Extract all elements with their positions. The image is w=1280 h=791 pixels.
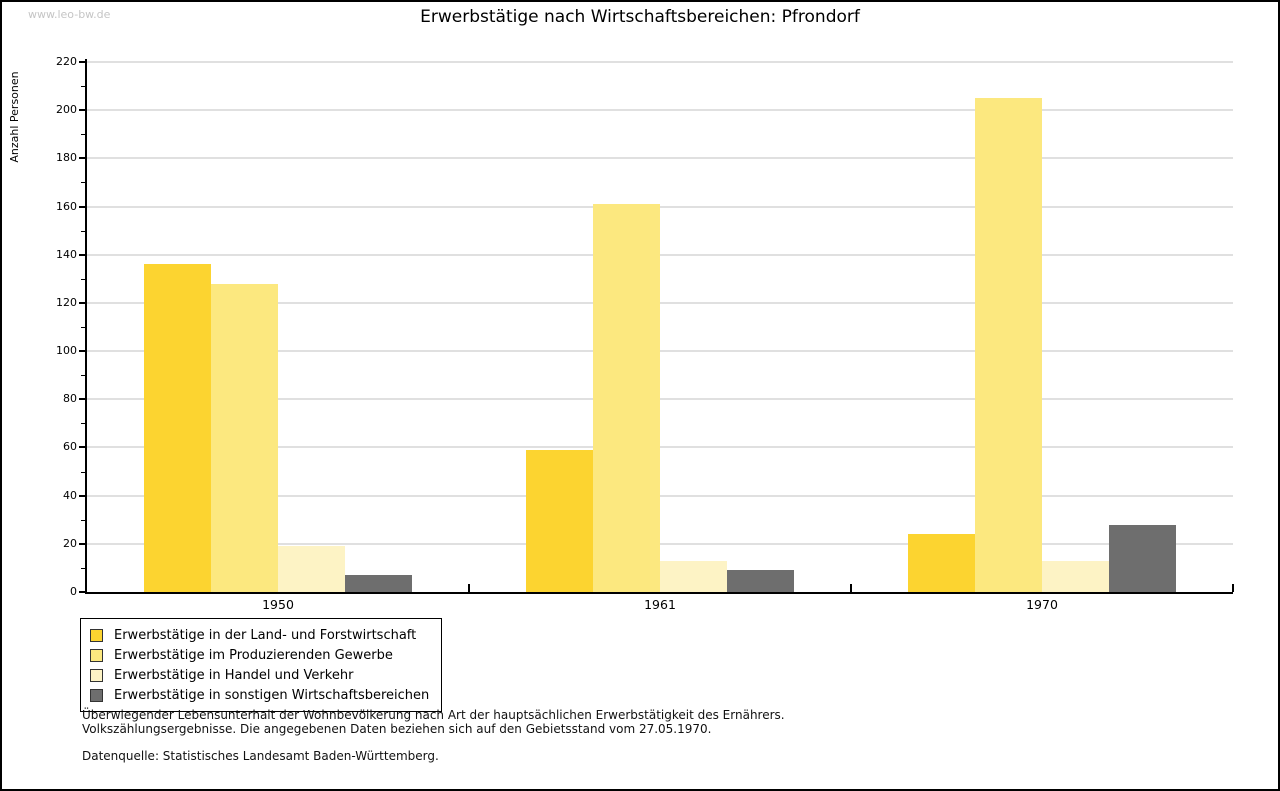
- legend-swatch-icon-1: [90, 628, 103, 642]
- legend-label-1: Erwerbstätige in der Land- und Forstwirt…: [114, 627, 417, 643]
- x-boundary-tick-2: [850, 584, 852, 592]
- bar-1961-series-4: [727, 570, 794, 592]
- gridline-y100: [87, 350, 1233, 353]
- gridline-y160: [87, 205, 1233, 208]
- y-tick-label-20: 20: [63, 536, 77, 550]
- bar-1961-series-2: [593, 204, 660, 592]
- watermark: www.leo-bw.de: [28, 8, 111, 21]
- bar-1970-series-4: [1109, 524, 1176, 592]
- y-minor-tick-130: [81, 278, 85, 280]
- legend-swatch-icon-3: [90, 668, 103, 682]
- y-tick-label-0: 0: [70, 585, 77, 598]
- y-tick-220: [79, 61, 85, 63]
- footnote-source: Datenquelle: Statistisches Landesamt Bad…: [82, 749, 439, 763]
- y-tick-label-180: 180: [56, 151, 77, 165]
- y-minor-tick-70: [81, 423, 85, 425]
- y-tick-160: [79, 205, 85, 208]
- y-tick-label-80: 80: [63, 392, 77, 406]
- legend-item-4: Erwerbstätige in sonstigen Wirtschaftsbe…: [90, 685, 429, 705]
- bar-1950-series-3: [278, 546, 345, 592]
- y-minor-tick-10: [81, 567, 85, 569]
- bar-1950-series-1: [144, 264, 211, 592]
- gridline-y40: [87, 494, 1233, 497]
- x-axis-line: [85, 592, 1233, 594]
- y-tick-80: [79, 398, 85, 401]
- y-tick-label-40: 40: [63, 488, 77, 502]
- x-tick-label-1970: 1970: [1026, 597, 1058, 612]
- legend-item-2: Erwerbstätige im Produzierenden Gewerbe: [90, 645, 429, 665]
- footnote-line-2: Volkszählungsergebnisse. Die angegebenen…: [82, 722, 712, 736]
- y-tick-120: [79, 301, 85, 304]
- y-tick-label-220: 220: [56, 55, 77, 68]
- y-tick-label-200: 200: [56, 103, 77, 117]
- gridline-y200: [87, 109, 1233, 112]
- legend-label-4: Erwerbstätige in sonstigen Wirtschaftsbe…: [114, 687, 430, 703]
- x-tick-label-1950: 1950: [262, 597, 294, 612]
- legend-items: Erwerbstätige in der Land- und Forstwirt…: [90, 625, 429, 705]
- y-axis-line: [85, 59, 87, 594]
- y-tick-20: [79, 542, 85, 545]
- y-tick-label-60: 60: [63, 440, 77, 454]
- y-tick-0: [79, 591, 85, 593]
- x-boundary-tick-3: [1232, 584, 1234, 592]
- bar-1950-series-4: [345, 575, 412, 592]
- y-minor-tick-190: [81, 134, 85, 136]
- y-minor-tick-50: [81, 471, 85, 473]
- bar-1970-series-1: [908, 534, 975, 592]
- chart-title: Erwerbstätige nach Wirtschaftsbereichen:…: [420, 7, 860, 27]
- gridline-y20: [87, 542, 1233, 545]
- y-tick-label-140: 140: [56, 247, 77, 261]
- plot-area: 1950 1961 1970 0 20 40 60 80 100 120 140 160 180 200 2…: [56, 55, 1234, 612]
- y-tick-label-120: 120: [56, 295, 77, 309]
- bar-1950-series-2: [211, 283, 278, 592]
- bar-1970-series-2: [975, 98, 1042, 592]
- legend-swatch-icon-4: [90, 688, 103, 702]
- y-tick-label-100: 100: [56, 344, 77, 358]
- y-minor-tick-170: [81, 182, 85, 184]
- legend-item-1: Erwerbstätige in der Land- und Forstwirt…: [90, 625, 429, 645]
- legend-item-3: Erwerbstätige in Handel und Verkehr: [90, 665, 429, 685]
- y-tick-180: [79, 157, 85, 160]
- y-minor-tick-110: [81, 327, 85, 328]
- y-minor-tick-210: [81, 86, 85, 88]
- legend-label-2: Erwerbstätige im Produzierenden Gewerbe: [114, 647, 393, 663]
- y-tick-200: [79, 109, 85, 112]
- gridline-y220: [87, 61, 1233, 63]
- y-tick-label-160: 160: [56, 199, 77, 213]
- y-tick-60: [79, 446, 85, 449]
- footnote-line-1: Überwiegender Lebensunterhalt der Wohnbe…: [82, 708, 785, 722]
- y-axis-title: Anzahl Personen: [8, 71, 21, 163]
- gridline-y80: [87, 398, 1233, 401]
- gridline-y120: [87, 301, 1233, 304]
- x-tick-label-1961: 1961: [644, 597, 676, 612]
- y-minor-tick-30: [81, 519, 85, 521]
- bar-1961-series-1: [526, 449, 593, 592]
- legend-box: Erwerbstätige in der Land- und Forstwirt…: [80, 618, 443, 712]
- y-tick-100: [79, 350, 85, 353]
- bar-1970-series-3: [1042, 560, 1109, 592]
- y-minor-tick-150: [81, 230, 85, 232]
- bar-1961-series-3: [660, 560, 727, 592]
- x-boundary-tick-1: [468, 584, 470, 592]
- gridline-y140: [87, 253, 1233, 256]
- gridline-y180: [87, 157, 1233, 160]
- gridline-y60: [87, 446, 1233, 449]
- legend-swatch-icon-2: [90, 648, 103, 662]
- y-minor-tick-90: [81, 375, 85, 377]
- y-tick-140: [79, 253, 85, 256]
- legend-label-3: Erwerbstätige in Handel und Verkehr: [114, 667, 354, 683]
- y-tick-40: [79, 494, 85, 497]
